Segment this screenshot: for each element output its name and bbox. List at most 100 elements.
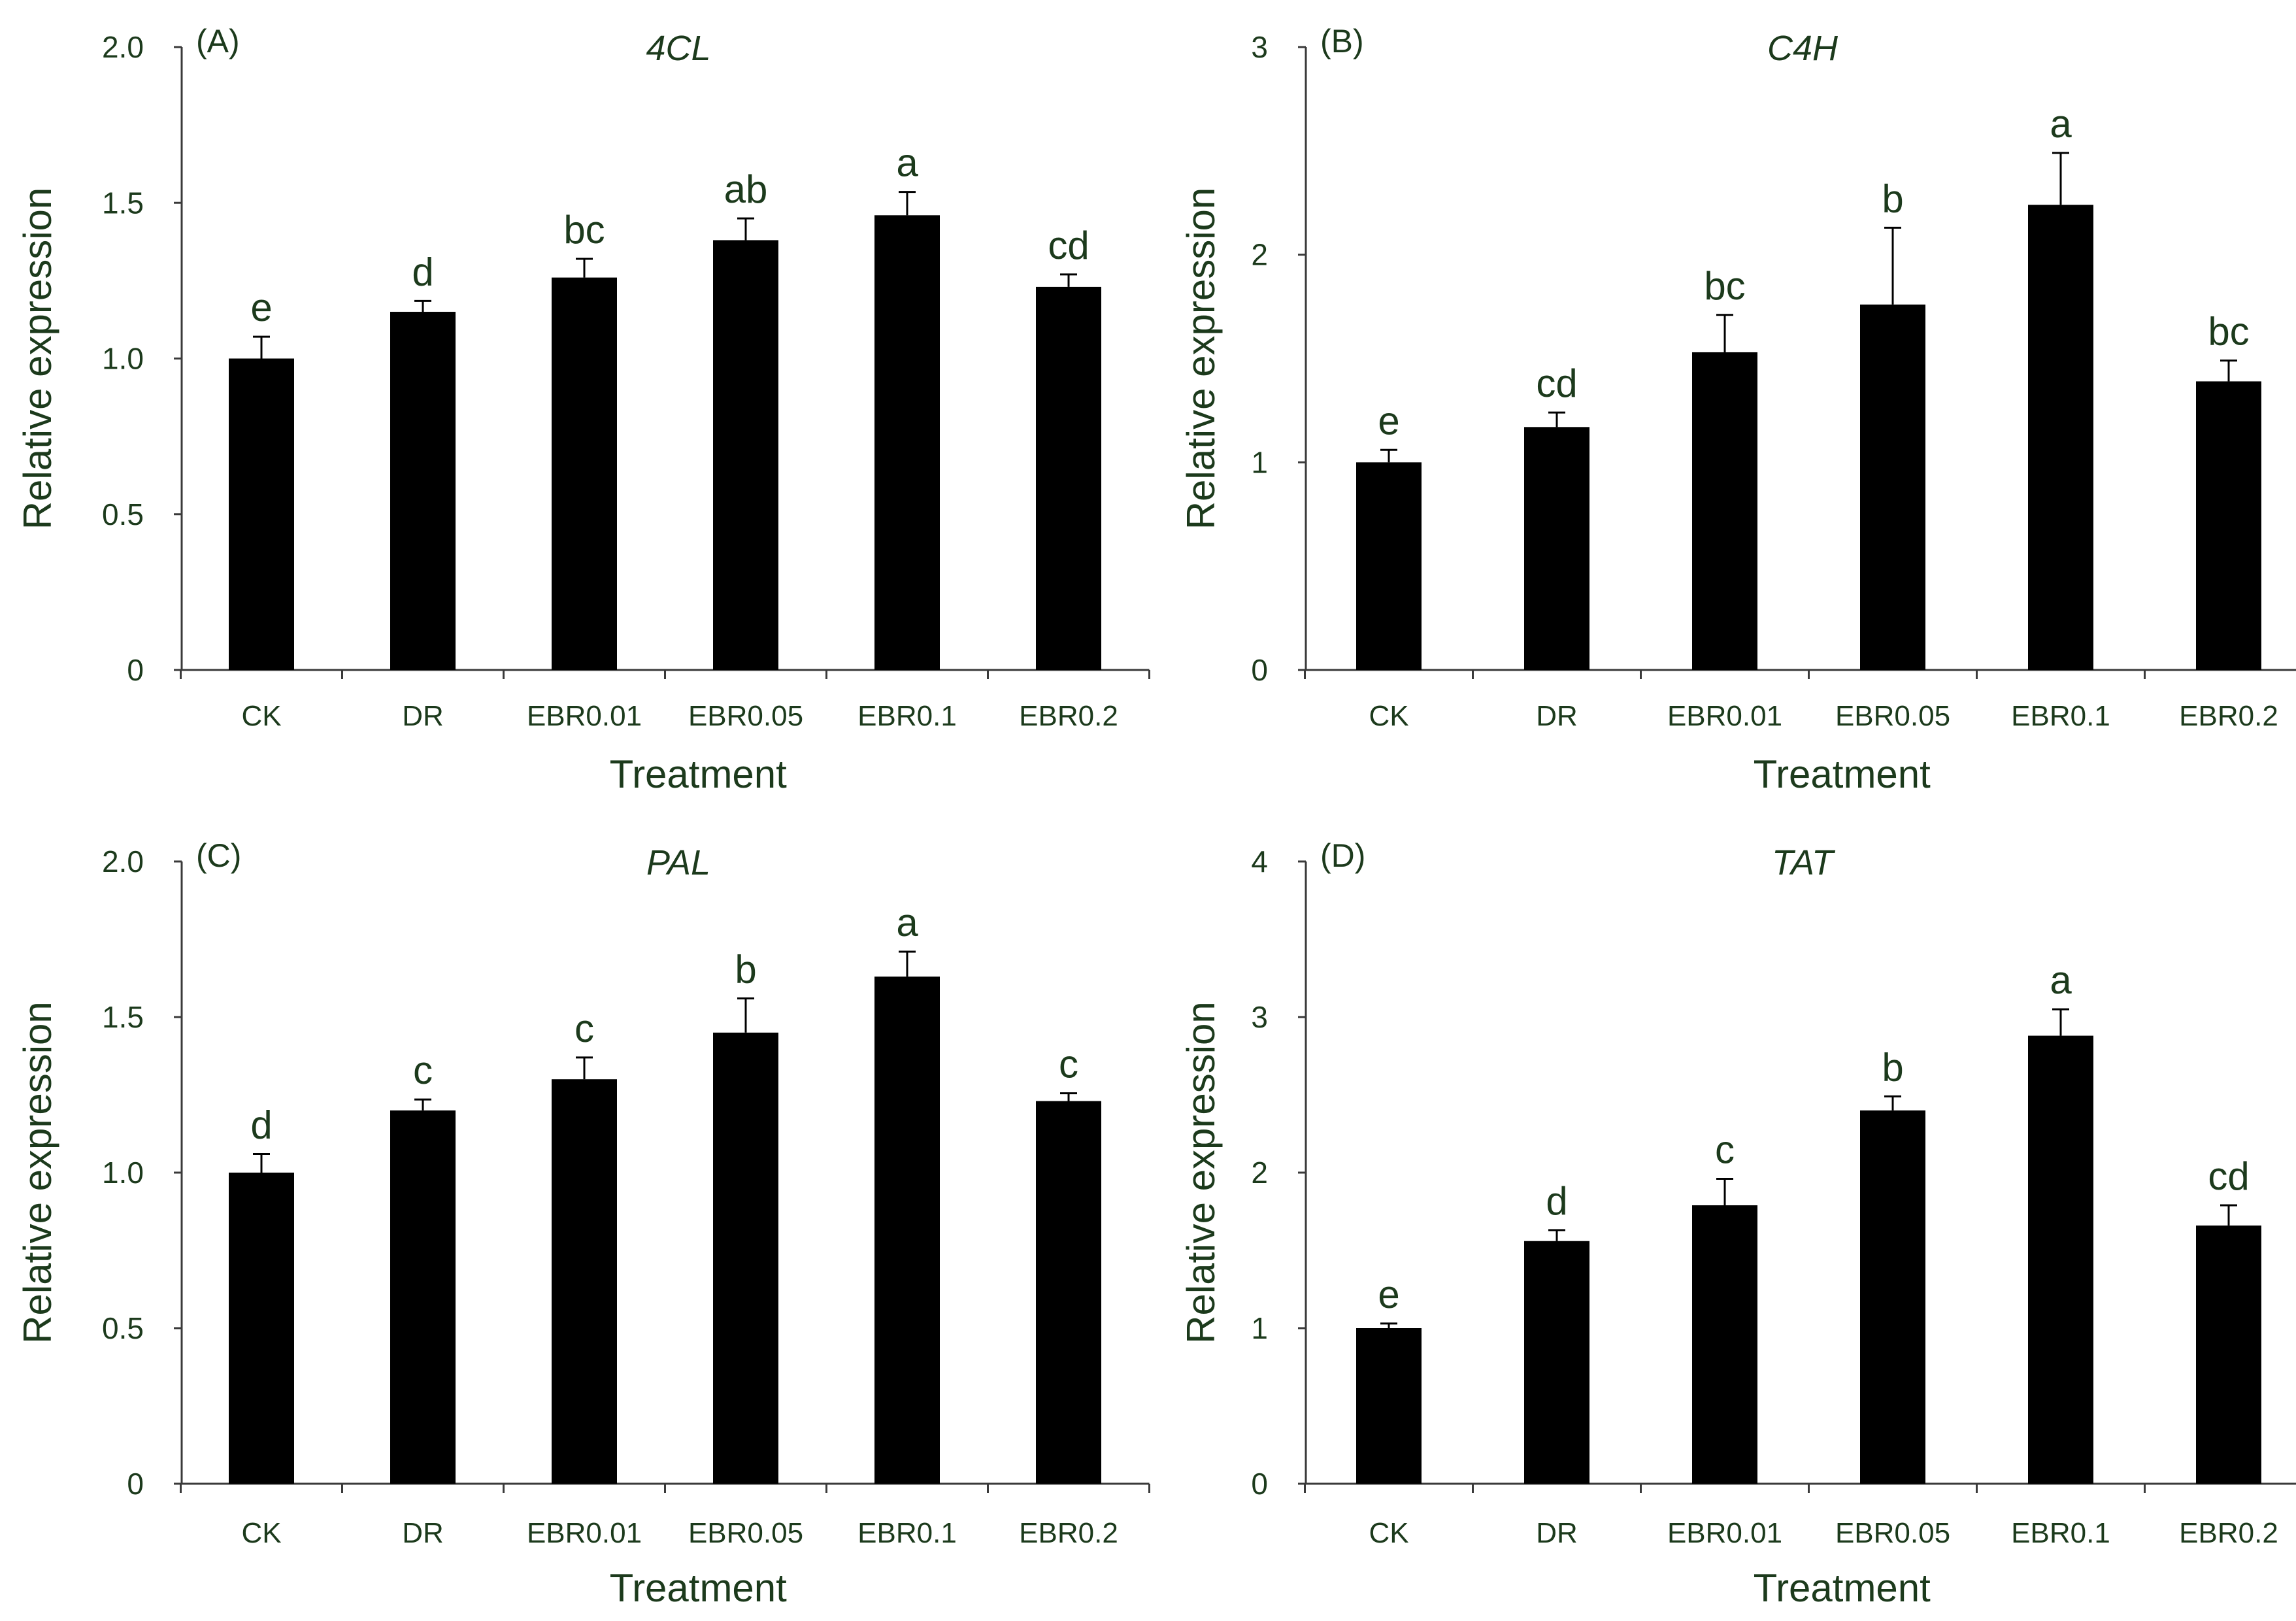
x-tick-label: EBR0.01: [1667, 700, 1782, 732]
bar-ebr01: [2028, 205, 2093, 671]
significance-letter: a: [896, 901, 918, 944]
significance-letter: a: [2050, 958, 2072, 1002]
significance-letter: d: [250, 1103, 272, 1146]
x-tick-label: CK: [241, 700, 281, 732]
x-tick-label: EBR0.01: [527, 700, 642, 732]
significance-letter: bc: [563, 208, 605, 252]
significance-letter: bc: [1704, 264, 1745, 308]
bar-ebr005: [713, 240, 778, 670]
x-axis-title: Treatment: [1754, 1566, 1931, 1610]
x-tick-label: EBR0.1: [857, 700, 957, 732]
y-tick-label: 2: [1251, 1156, 1268, 1190]
y-tick-label: 1.5: [102, 186, 144, 220]
y-tick-label: 2.0: [102, 844, 144, 878]
significance-letter: b: [1882, 176, 1903, 220]
bar-ebr001: [1692, 352, 1757, 670]
y-tick-label: 0.5: [102, 1311, 144, 1345]
significance-letter: cd: [1536, 361, 1577, 405]
x-tick-label: EBR0.1: [2011, 700, 2110, 732]
bar-ebr005: [713, 1032, 778, 1484]
bar-ebr02: [2196, 381, 2261, 670]
bar-ck: [229, 358, 294, 670]
y-tick-label: 0: [127, 653, 144, 687]
significance-letter: c: [1059, 1043, 1078, 1086]
y-tick-label: 0: [127, 1467, 144, 1501]
panel-label: (D): [1320, 837, 1365, 874]
bar-dr: [1524, 427, 1589, 670]
bar-ebr001: [552, 1079, 617, 1484]
significance-letter: ab: [724, 167, 768, 211]
y-tick-label: 3: [1251, 30, 1268, 64]
y-tick-label: 2.0: [102, 30, 144, 64]
chart-panel-b: 0 1 2 3 e CK cd DR bc EBR0.01 b EBR0.05 a EBR0.1 bc EBR…: [1179, 23, 2296, 796]
panel-label: (A): [196, 23, 240, 59]
y-tick-label: 1.0: [102, 342, 144, 376]
x-tick-label: EBR0.01: [1667, 1517, 1782, 1549]
chart-title: C4H: [1767, 29, 1838, 68]
chart-title: 4CL: [646, 29, 710, 68]
bar-ebr001: [552, 277, 617, 670]
y-tick-label: 1.0: [102, 1156, 144, 1190]
x-tick-label: EBR0.2: [2179, 1517, 2278, 1549]
significance-letter: c: [413, 1048, 433, 1092]
x-tick-label: CK: [241, 1517, 281, 1549]
significance-letter: e: [1378, 1273, 1399, 1316]
panel-label: (B): [1320, 23, 1364, 59]
x-tick-label: EBR0.1: [2011, 1517, 2110, 1549]
x-axis-title: Treatment: [610, 752, 788, 796]
significance-letter: e: [1378, 399, 1399, 443]
y-tick-label: 1: [1251, 1311, 1268, 1345]
bar-ebr001: [1692, 1205, 1757, 1484]
significance-letter: d: [412, 250, 433, 293]
bar-ebr005: [1860, 1110, 1925, 1484]
x-tick-label: DR: [402, 700, 444, 732]
bar-ebr02: [1036, 286, 1101, 670]
significance-letter: c: [574, 1007, 594, 1050]
chart-title: PAL: [646, 843, 710, 882]
significance-letter: cd: [1048, 224, 1089, 267]
significance-letter: c: [1715, 1128, 1735, 1172]
x-tick-label: EBR0.05: [688, 700, 803, 732]
chart-panel-c: 0 0.5 1.0 1.5 2.0 d CK c DR c EBR0.01 b EBR0.05 a EBR0…: [16, 837, 1150, 1610]
bar-dr: [390, 1110, 456, 1484]
bar-dr: [1524, 1241, 1589, 1484]
y-tick-label: 3: [1251, 1000, 1268, 1034]
bar-ebr01: [874, 215, 940, 670]
bar-ebr01: [2028, 1035, 2093, 1484]
x-tick-label: EBR0.2: [1019, 700, 1118, 732]
bar-ebr005: [1860, 304, 1925, 670]
y-tick-label: 1.5: [102, 1000, 144, 1034]
x-tick-label: EBR0.01: [527, 1517, 642, 1549]
y-axis-title: Relative expression: [1179, 1001, 1223, 1344]
bar-ebr02: [2196, 1225, 2261, 1484]
x-axis-title: Treatment: [1754, 752, 1931, 796]
y-axis-title: Relative expression: [1179, 188, 1223, 530]
significance-letter: b: [735, 947, 756, 991]
x-tick-label: EBR0.1: [857, 1517, 957, 1549]
chart-panel-d: 0 1 2 3 4 e CK d DR c EBR0.01 b EBR0.05 a EBR0.1 cd EBR0…: [1179, 837, 2296, 1610]
x-axis-title: Treatment: [610, 1566, 788, 1610]
y-tick-label: 1: [1251, 445, 1268, 479]
x-tick-label: EBR0.2: [1019, 1517, 1118, 1549]
bar-ck: [1356, 462, 1422, 670]
x-tick-label: EBR0.05: [1835, 700, 1950, 732]
bar-ebr02: [1036, 1101, 1101, 1484]
chart-title: TAT: [1772, 843, 1836, 882]
panel-label: (C): [196, 837, 241, 874]
x-tick-label: EBR0.2: [2179, 700, 2278, 732]
significance-letter: bc: [2208, 310, 2249, 354]
x-tick-label: DR: [1536, 1517, 1578, 1549]
significance-letter: cd: [2208, 1154, 2249, 1198]
x-tick-label: CK: [1369, 700, 1408, 732]
y-axis-title: Relative expression: [16, 188, 59, 530]
y-tick-label: 0: [1251, 1467, 1268, 1501]
significance-letter: e: [250, 286, 272, 329]
x-tick-label: DR: [402, 1517, 444, 1549]
y-tick-label: 4: [1251, 844, 1268, 878]
bar-ck: [229, 1173, 294, 1484]
y-axis-title: Relative expression: [16, 1001, 59, 1344]
bar-ck: [1356, 1328, 1422, 1484]
significance-letter: b: [1882, 1045, 1903, 1089]
y-tick-label: 0: [1251, 653, 1268, 687]
